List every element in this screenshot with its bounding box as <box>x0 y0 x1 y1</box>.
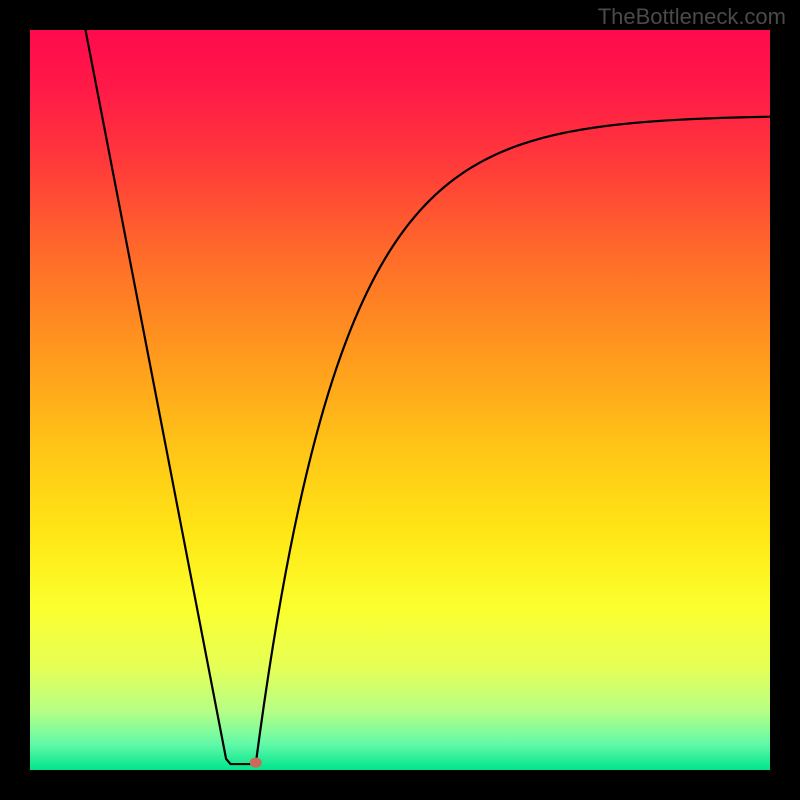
plot-area <box>30 30 770 770</box>
optimal-point-marker <box>250 758 262 768</box>
chart-container: TheBottleneck.com <box>0 0 800 800</box>
watermark-text: TheBottleneck.com <box>598 4 786 30</box>
bottleneck-chart <box>0 0 800 800</box>
